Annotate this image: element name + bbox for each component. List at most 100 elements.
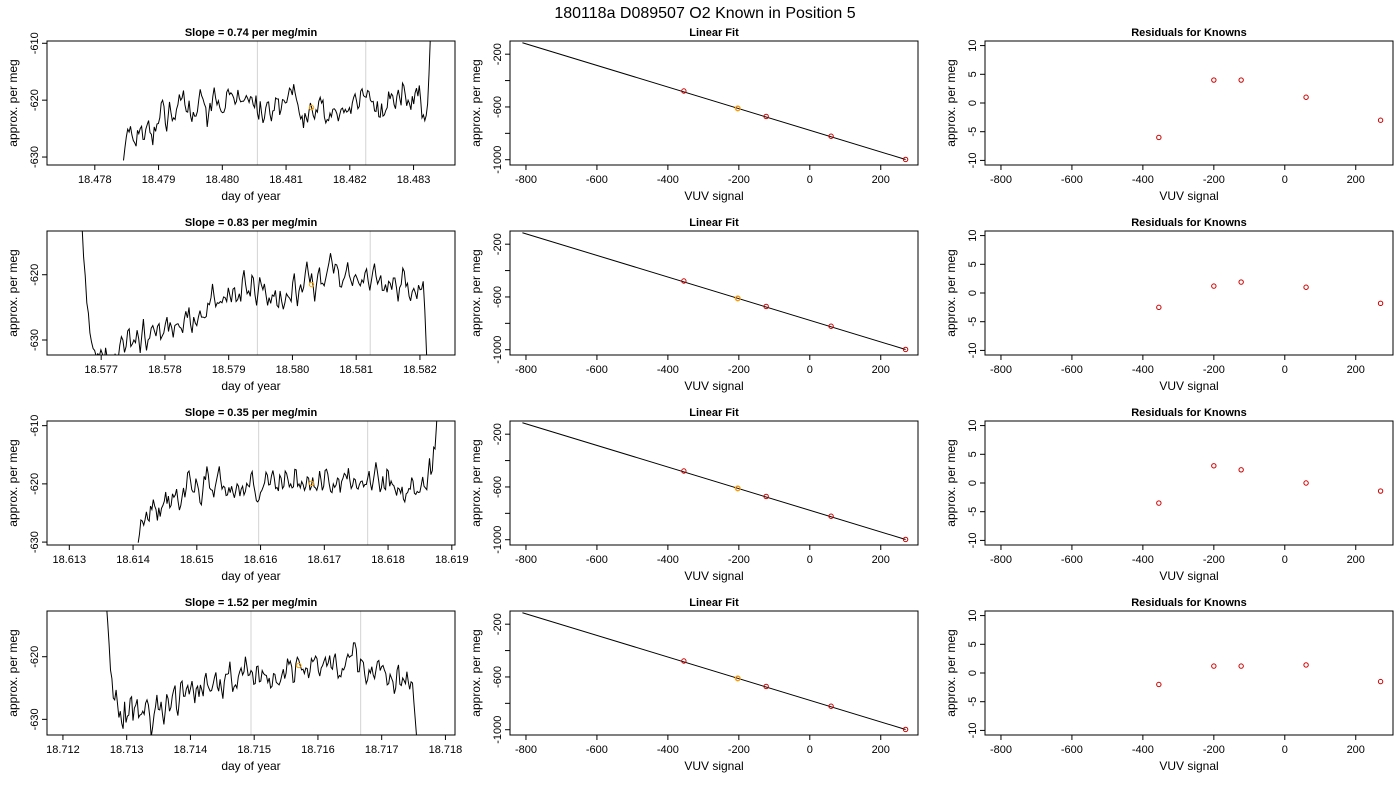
x-tick-label: -600 bbox=[1061, 554, 1083, 566]
x-tick-label: 18.613 bbox=[52, 554, 86, 566]
x-tick-label: 18.481 bbox=[269, 174, 303, 186]
average-marker bbox=[308, 480, 315, 486]
x-axis-label: VUV signal bbox=[1159, 379, 1218, 393]
x-axis-label: day of year bbox=[221, 569, 280, 583]
known-point bbox=[828, 703, 834, 709]
known-point bbox=[902, 726, 909, 733]
x-tick-label: -200 bbox=[728, 174, 750, 186]
x-tick-label: 18.718 bbox=[429, 744, 463, 756]
x-tick-label: 18.578 bbox=[148, 364, 182, 376]
plot-frame bbox=[46, 420, 456, 546]
known-point bbox=[763, 303, 769, 310]
known-point bbox=[828, 133, 834, 139]
known-point bbox=[681, 278, 687, 284]
known-point bbox=[902, 346, 909, 353]
y-tick-label: -1000 bbox=[492, 146, 504, 174]
x-tick-label: 18.714 bbox=[174, 744, 208, 756]
x-tick-label: 18.715 bbox=[237, 744, 271, 756]
y-axis-label: approx. per meg bbox=[944, 249, 958, 336]
panel-title: Linear Fit bbox=[689, 407, 739, 419]
residual-point bbox=[1377, 488, 1384, 494]
plot-frame bbox=[46, 610, 456, 736]
panel-title: Linear Fit bbox=[689, 597, 739, 609]
x-tick-label: 18.577 bbox=[84, 364, 118, 376]
x-tick-label: -800 bbox=[515, 554, 537, 566]
x-tick-label: -400 bbox=[657, 554, 679, 566]
x-axis-label: day of year bbox=[221, 379, 280, 393]
x-tick-label: -200 bbox=[728, 364, 750, 376]
residual-point bbox=[1377, 678, 1384, 685]
panel-time-series-row-1: Slope = 0.74 per meg/min 18.478 18.479 18.4… bbox=[6, 27, 456, 203]
x-tick-label: 18.580 bbox=[276, 364, 310, 376]
x-tick-label: -400 bbox=[657, 364, 679, 376]
panel-title: Slope = 1.52 per meg/min bbox=[185, 597, 318, 609]
x-axis-label: VUV signal bbox=[684, 759, 743, 773]
x-tick-label: 18.480 bbox=[205, 174, 239, 186]
x-tick-label: -400 bbox=[1132, 174, 1154, 186]
plot-frame bbox=[509, 420, 919, 546]
x-tick-label: 0 bbox=[807, 554, 813, 566]
residual-point bbox=[1211, 283, 1217, 289]
plot-frame bbox=[46, 230, 456, 356]
residual-point bbox=[1303, 284, 1309, 290]
x-tick-label: 0 bbox=[807, 174, 813, 186]
residual-point bbox=[1156, 304, 1162, 311]
y-tick-label: -620 bbox=[29, 473, 41, 495]
known-point bbox=[681, 658, 687, 664]
known-point bbox=[828, 323, 834, 329]
y-tick-label: 10 bbox=[967, 419, 979, 431]
panel-residuals-row-1: Residuals for Knowns -800 -600 -400 -200 0 200… bbox=[944, 27, 1394, 203]
y-axis-label: approx. per meg bbox=[944, 439, 958, 526]
x-tick-label: -200 bbox=[728, 744, 750, 756]
y-axis-label: approx. per meg bbox=[469, 249, 483, 336]
x-tick-label: -400 bbox=[657, 744, 679, 756]
x-tick-label: -600 bbox=[1061, 174, 1083, 186]
y-axis-label: approx. per meg bbox=[6, 59, 20, 146]
residual-point bbox=[1377, 300, 1384, 307]
x-tick-label: -600 bbox=[586, 744, 608, 756]
y-tick-label: -630 bbox=[29, 708, 41, 730]
y-tick-label: 0 bbox=[967, 100, 979, 106]
y-tick-label: -200 bbox=[492, 613, 504, 635]
y-tick-label: -10 bbox=[967, 152, 979, 168]
x-tick-label: 0 bbox=[1282, 744, 1288, 756]
y-tick-label: -1000 bbox=[492, 526, 504, 554]
x-axis-label: VUV signal bbox=[684, 189, 743, 203]
x-tick-label: -800 bbox=[515, 364, 537, 376]
residual-point bbox=[1238, 77, 1244, 83]
y-tick-label: -200 bbox=[492, 43, 504, 65]
y-axis-label: approx. per meg bbox=[6, 629, 20, 716]
x-tick-label: -400 bbox=[1132, 364, 1154, 376]
x-axis-label: day of year bbox=[221, 189, 280, 203]
y-tick-label: -5 bbox=[967, 697, 979, 707]
panel-linear-fit-row-2: Linear Fit -800 -600 -400 -200 0 200 -1000 -600 -… bbox=[469, 217, 919, 393]
x-tick-label: 18.614 bbox=[116, 554, 150, 566]
y-tick-label: 10 bbox=[967, 39, 979, 51]
highlight-point bbox=[734, 675, 741, 682]
x-tick-label: -400 bbox=[1132, 744, 1154, 756]
residual-point bbox=[1238, 467, 1244, 473]
x-axis-label: VUV signal bbox=[1159, 189, 1218, 203]
y-tick-label: -600 bbox=[492, 286, 504, 308]
y-tick-label: 0 bbox=[967, 480, 979, 486]
x-tick-label: 18.615 bbox=[180, 554, 214, 566]
x-tick-label: -600 bbox=[586, 554, 608, 566]
plot-frame bbox=[509, 40, 919, 166]
average-marker bbox=[296, 662, 302, 669]
x-tick-label: -600 bbox=[1061, 744, 1083, 756]
panel-title: Slope = 0.74 per meg/min bbox=[185, 27, 318, 39]
x-tick-label: -200 bbox=[728, 554, 750, 566]
x-tick-label: -600 bbox=[586, 174, 608, 186]
y-tick-label: 5 bbox=[967, 261, 979, 267]
panel-title: Slope = 0.35 per meg/min bbox=[185, 407, 318, 419]
residual-point bbox=[1303, 662, 1309, 668]
x-tick-label: -200 bbox=[1203, 554, 1225, 566]
x-tick-label: 200 bbox=[872, 554, 890, 566]
x-tick-label: 200 bbox=[872, 744, 890, 756]
y-tick-label: 10 bbox=[967, 609, 979, 621]
y-tick-label: -600 bbox=[492, 96, 504, 118]
x-tick-label: -800 bbox=[990, 364, 1012, 376]
fit-line bbox=[522, 42, 906, 160]
y-tick-label: -200 bbox=[492, 423, 504, 445]
